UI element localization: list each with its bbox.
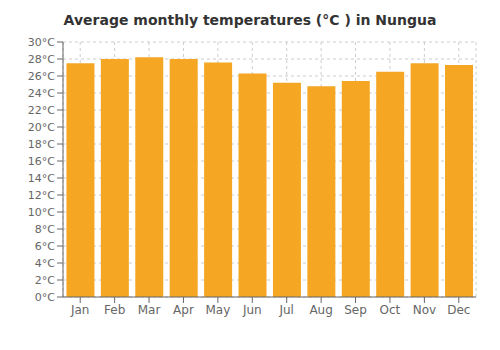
svg-text:26°C: 26°C [28,70,55,83]
svg-text:May: May [205,303,230,317]
svg-text:Feb: Feb [104,303,125,317]
svg-text:Oct: Oct [380,303,401,317]
svg-text:Sep: Sep [344,303,367,317]
svg-text:14°C: 14°C [28,172,55,185]
svg-text:4°C: 4°C [35,257,55,270]
svg-text:6°C: 6°C [35,240,55,253]
svg-text:24°C: 24°C [28,87,55,100]
svg-text:8°C: 8°C [35,223,55,236]
svg-text:Dec: Dec [447,303,470,317]
svg-text:12°C: 12°C [28,189,55,202]
svg-text:Aug: Aug [309,303,332,317]
html-text:Average monthly temperatures (: Average monthly temperatures (°C ) in Nu… [63,12,437,28]
svg-text:Jul: Jul [278,303,293,317]
svg-text:Jun: Jun [242,303,262,317]
svg-text:20°C: 20°C [28,121,55,134]
svg-text:Jan: Jan [70,303,90,317]
svg-text:28°C: 28°C [28,53,55,66]
svg-text:Mar: Mar [138,303,161,317]
svg-text:0°C: 0°C [35,291,55,304]
svg-text:18°C: 18°C [28,138,55,151]
svg-text:2°C: 2°C [35,274,55,287]
svg-text:Nov: Nov [413,303,436,317]
svg-text:16°C: 16°C [28,155,55,168]
svg-text:10°C: 10°C [28,206,55,219]
svg-text:Apr: Apr [173,303,194,317]
svg-text:30°C: 30°C [28,36,55,49]
svg-text:22°C: 22°C [28,104,55,117]
